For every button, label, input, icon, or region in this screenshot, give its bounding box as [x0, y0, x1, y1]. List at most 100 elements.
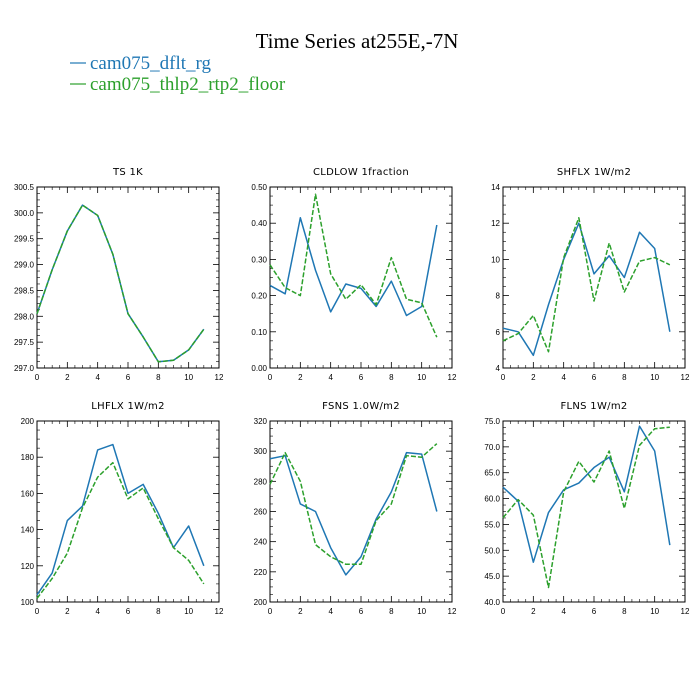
x-tick-label-5-2: 4 [561, 607, 566, 616]
y-tick-label-2-5: 14 [491, 183, 500, 192]
legend: cam075_dflt_rg cam075_thlp2_rtp2_floor [70, 53, 286, 95]
x-tick-label-1-5: 10 [417, 373, 426, 382]
x-tick-label-4-6: 12 [448, 607, 457, 616]
x-tick-label-5-3: 6 [592, 607, 597, 616]
series-line-1-0 [269, 217, 438, 317]
panel-1: CLDLOW 1fraction 0 2 4 6 8 10 12 0.00 0.10 0.20 0.3… [251, 167, 457, 382]
panel-title-1: CLDLOW 1fraction [313, 167, 409, 178]
y-tick-label-2-0: 4 [496, 364, 501, 373]
series-line-4-0 [269, 451, 438, 576]
y-tick-label-2-3: 10 [491, 255, 500, 264]
x-tick-label-3-0: 0 [35, 607, 40, 616]
x-tick-label-0-1: 2 [65, 373, 70, 382]
panel-title-4: FSNS 1.0W/m2 [322, 401, 400, 412]
y-tick-label-5-4: 60.0 [484, 495, 500, 504]
x-tick-label-0-5: 10 [184, 373, 193, 382]
series-line-5-0 [502, 425, 671, 563]
x-tick-label-4-5: 10 [417, 607, 426, 616]
y-tick-label-0-1: 297.5 [14, 338, 35, 347]
x-tick-label-3-6: 12 [215, 607, 224, 616]
y-tick-label-1-2: 0.20 [251, 292, 267, 301]
y-tick-label-2-2: 8 [496, 292, 501, 301]
x-tick-label-0-3: 6 [126, 373, 131, 382]
x-tick-label-2-6: 12 [681, 373, 690, 382]
y-tick-label-4-2: 240 [254, 538, 268, 547]
y-tick-label-1-0: 0.00 [251, 364, 267, 373]
series-line-3-1 [36, 461, 205, 599]
y-tick-label-4-0: 200 [254, 598, 268, 607]
x-tick-label-0-0: 0 [35, 373, 40, 382]
x-tick-label-1-4: 8 [389, 373, 394, 382]
y-tick-label-5-6: 70.0 [484, 443, 500, 452]
x-tick-label-4-1: 2 [298, 607, 303, 616]
series-line-3-0 [36, 443, 205, 596]
series-line-2-1 [502, 217, 671, 353]
panels: TS 1K 0 2 4 6 8 10 12 297.0 297.5 298.0 298.5 299.0 2… [14, 167, 690, 616]
y-tick-label-3-5: 200 [21, 417, 35, 426]
figure-title: Time Series at255E,-7N [256, 29, 459, 53]
x-tick-label-4-0: 0 [268, 607, 273, 616]
panel-3: LHFLX 1W/m2 0 2 4 6 8 10 12 100 120 140 160 180 200 [21, 401, 224, 616]
y-tick-label-1-1: 0.10 [251, 328, 267, 337]
legend-label-1: cam075_thlp2_rtp2_floor [90, 74, 286, 95]
series-line-1-1 [269, 193, 438, 338]
y-tick-label-0-3: 298.5 [14, 286, 35, 295]
y-tick-label-5-1: 45.0 [484, 572, 500, 581]
y-tick-label-2-4: 12 [491, 219, 500, 228]
y-tick-label-0-0: 297.0 [14, 364, 35, 373]
y-tick-label-3-2: 140 [21, 526, 35, 535]
y-tick-label-4-6: 320 [254, 417, 268, 426]
x-tick-label-2-5: 10 [650, 373, 659, 382]
x-tick-label-4-3: 6 [359, 607, 364, 616]
y-tick-label-2-1: 6 [496, 328, 501, 337]
y-tick-label-0-7: 300.5 [14, 183, 35, 192]
y-tick-label-4-1: 220 [254, 568, 268, 577]
y-tick-label-5-7: 75.0 [484, 417, 500, 426]
x-tick-label-2-4: 8 [622, 373, 627, 382]
x-tick-label-0-2: 4 [95, 373, 100, 382]
y-tick-label-5-0: 40.0 [484, 598, 500, 607]
y-tick-label-3-3: 160 [21, 489, 35, 498]
x-tick-label-1-0: 0 [268, 373, 273, 382]
y-tick-label-3-4: 180 [21, 453, 35, 462]
series-line-4-1 [269, 443, 438, 566]
x-tick-label-1-3: 6 [359, 373, 364, 382]
y-tick-label-5-3: 55.0 [484, 520, 500, 529]
y-tick-label-0-4: 299.0 [14, 261, 35, 270]
y-tick-label-0-6: 300.0 [14, 209, 35, 218]
x-tick-label-2-1: 2 [531, 373, 536, 382]
x-tick-label-5-0: 0 [501, 607, 506, 616]
x-tick-label-1-2: 4 [328, 373, 333, 382]
y-tick-label-5-2: 50.0 [484, 546, 500, 555]
x-tick-label-3-4: 8 [156, 607, 161, 616]
y-tick-label-4-3: 260 [254, 508, 268, 517]
series-line-5-1 [502, 426, 670, 589]
x-tick-label-5-6: 12 [681, 607, 690, 616]
x-tick-label-2-2: 4 [561, 373, 566, 382]
x-tick-label-3-3: 6 [126, 607, 131, 616]
y-tick-label-3-1: 120 [21, 562, 35, 571]
y-tick-label-0-2: 298.0 [14, 312, 35, 321]
panel-5: FLNS 1W/m2 0 2 4 6 8 10 12 40.0 45.0 50.0 55.0 60.0 6… [484, 401, 690, 616]
panel-title-0: TS 1K [112, 167, 143, 178]
y-tick-label-1-4: 0.40 [251, 219, 267, 228]
panel-2: SHFLX 1W/m2 0 2 4 6 8 10 12 4 6 8 10 12 14 [491, 167, 690, 382]
y-tick-label-1-5: 0.50 [251, 183, 267, 192]
series-line-2-0 [502, 222, 671, 357]
panel-title-2: SHFLX 1W/m2 [557, 167, 631, 178]
x-tick-label-3-2: 4 [95, 607, 100, 616]
x-tick-label-2-0: 0 [501, 373, 506, 382]
panel-title-3: LHFLX 1W/m2 [91, 401, 164, 412]
y-tick-label-1-3: 0.30 [251, 255, 267, 264]
y-tick-label-4-5: 300 [254, 447, 268, 456]
x-tick-label-5-4: 8 [622, 607, 627, 616]
y-tick-label-5-5: 65.0 [484, 469, 500, 478]
x-tick-label-1-1: 2 [298, 373, 303, 382]
x-tick-label-3-5: 10 [184, 607, 193, 616]
legend-label-0: cam075_dflt_rg [90, 53, 212, 74]
panel-4: FSNS 1.0W/m2 0 2 4 6 8 10 12 200 220 240 260 280 300 3… [254, 401, 457, 616]
y-tick-label-3-0: 100 [21, 598, 35, 607]
x-tick-label-2-3: 6 [592, 373, 597, 382]
